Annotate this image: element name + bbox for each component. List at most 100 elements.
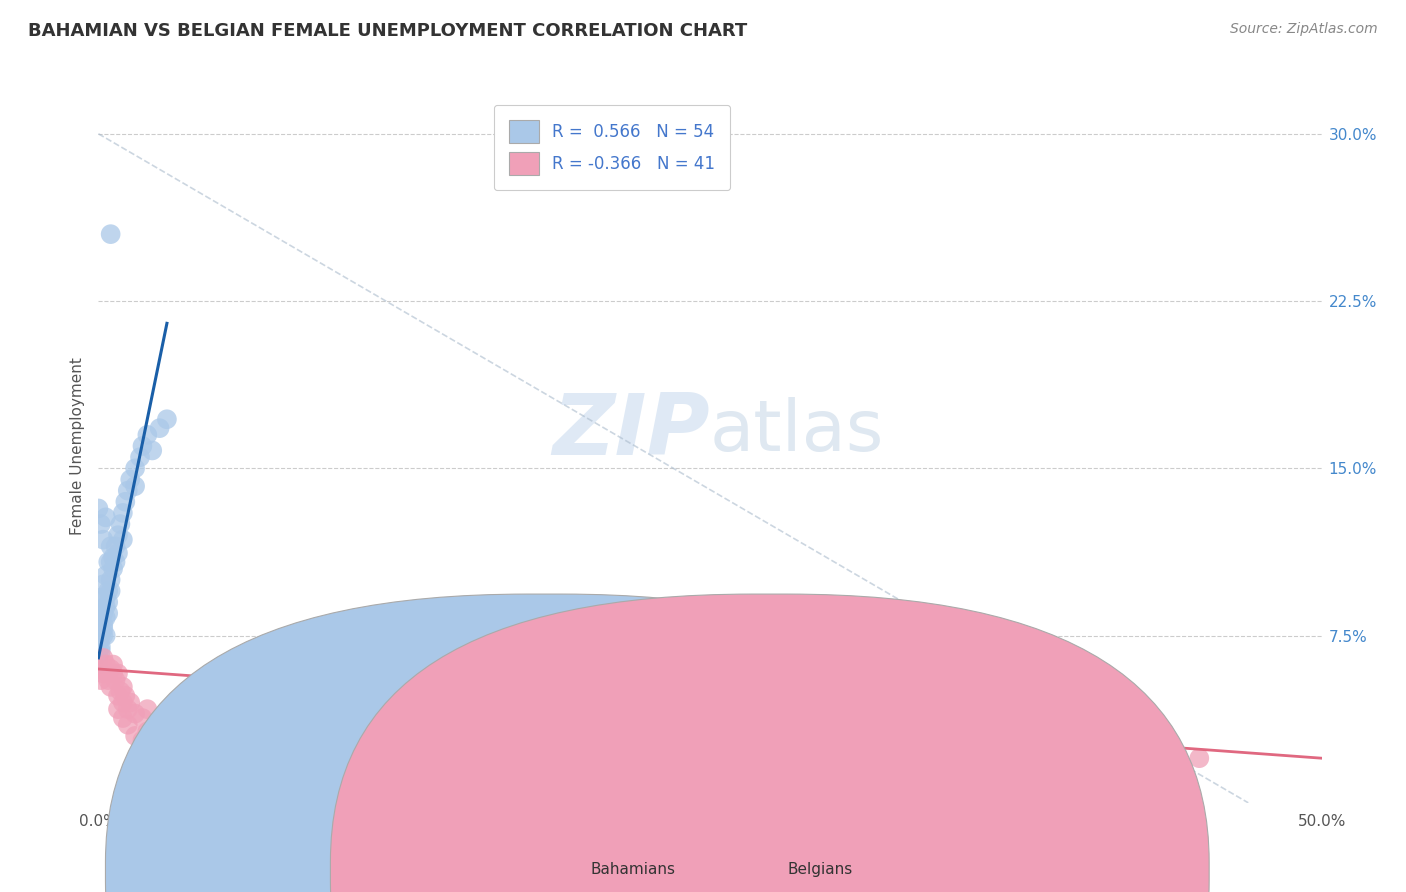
Point (114, 494, 136, 508)
Point (173, 711, 195, 725)
Point (124, 706, 146, 721)
Point (124, 479, 146, 493)
Point (197, 711, 219, 725)
Point (90, 673, 112, 687)
Point (97, 583, 120, 598)
Point (156, 711, 179, 725)
Point (100, 583, 122, 598)
Text: ZIP: ZIP (553, 390, 710, 474)
Point (117, 702, 139, 716)
Point (772, 702, 794, 716)
Point (87, 657, 110, 672)
Point (111, 696, 134, 710)
Point (136, 427, 159, 442)
Point (91, 666, 114, 681)
Point (87, 635, 110, 649)
Point (91, 617, 114, 632)
Point (87, 662, 110, 676)
Point (111, 506, 134, 520)
Point (107, 666, 129, 681)
Point (104, 539, 127, 553)
Point (107, 689, 129, 703)
Point (111, 680, 134, 694)
Point (94, 510, 117, 524)
Point (90, 640, 112, 654)
Point (1188, 751, 1211, 765)
Point (97, 666, 120, 681)
Text: Bahamians: Bahamians (591, 863, 675, 877)
Text: Source: ZipAtlas.com: Source: ZipAtlas.com (1230, 22, 1378, 37)
Point (97, 607, 120, 621)
Point (101, 550, 124, 565)
Point (94, 591, 117, 605)
Point (100, 662, 122, 676)
Point (94, 657, 117, 672)
Point (104, 673, 127, 687)
Point (101, 657, 124, 672)
Point (97, 673, 120, 687)
Point (156, 412, 179, 426)
Point (136, 702, 159, 716)
Point (87, 501, 110, 516)
Point (94, 610, 117, 624)
Point (97, 555, 120, 569)
Legend: R =  0.566   N = 54, R = -0.366   N = 41: R = 0.566 N = 54, R = -0.366 N = 41 (494, 104, 730, 190)
Point (107, 546, 129, 560)
Point (136, 724, 159, 739)
Point (124, 461, 146, 475)
Text: BAHAMIAN VS BELGIAN FEMALE UNEMPLOYMENT CORRELATION CHART: BAHAMIAN VS BELGIAN FEMALE UNEMPLOYMENT … (28, 22, 748, 40)
Point (131, 711, 153, 725)
Point (111, 533, 134, 547)
Point (107, 702, 129, 716)
Point (94, 599, 117, 614)
Point (110, 517, 132, 532)
Point (136, 747, 159, 761)
Point (100, 555, 122, 569)
Point (186, 724, 208, 739)
Point (90, 628, 112, 642)
Point (104, 555, 127, 569)
Point (100, 573, 122, 587)
Point (117, 717, 139, 731)
Point (91, 628, 114, 642)
Point (107, 528, 129, 542)
Point (90, 644, 112, 658)
Point (90, 613, 112, 627)
Point (87, 651, 110, 665)
Point (100, 680, 122, 694)
Point (91, 577, 114, 591)
Point (131, 733, 153, 747)
Point (101, 562, 124, 576)
Point (97, 595, 120, 609)
Point (120, 696, 142, 710)
Point (160, 724, 183, 739)
Y-axis label: Female Unemployment: Female Unemployment (69, 357, 84, 535)
Point (110, 684, 132, 698)
Point (149, 717, 172, 731)
Point (90, 591, 112, 605)
Text: atlas: atlas (710, 397, 884, 467)
Point (129, 450, 152, 465)
Point (87, 607, 110, 621)
Point (114, 689, 136, 703)
Point (149, 421, 172, 435)
Point (100, 539, 122, 553)
Point (117, 483, 139, 498)
Point (101, 666, 124, 681)
Point (94, 628, 117, 642)
Point (91, 622, 114, 636)
Point (454, 666, 477, 681)
Point (141, 443, 163, 458)
Point (87, 622, 110, 636)
Text: Belgians: Belgians (787, 863, 852, 877)
Point (91, 607, 114, 621)
Point (186, 696, 208, 710)
Point (124, 729, 146, 743)
Point (131, 439, 153, 453)
Point (94, 568, 117, 582)
Point (91, 533, 114, 547)
Point (120, 473, 142, 487)
Point (111, 711, 134, 725)
Point (87, 644, 110, 658)
Point (90, 517, 112, 532)
